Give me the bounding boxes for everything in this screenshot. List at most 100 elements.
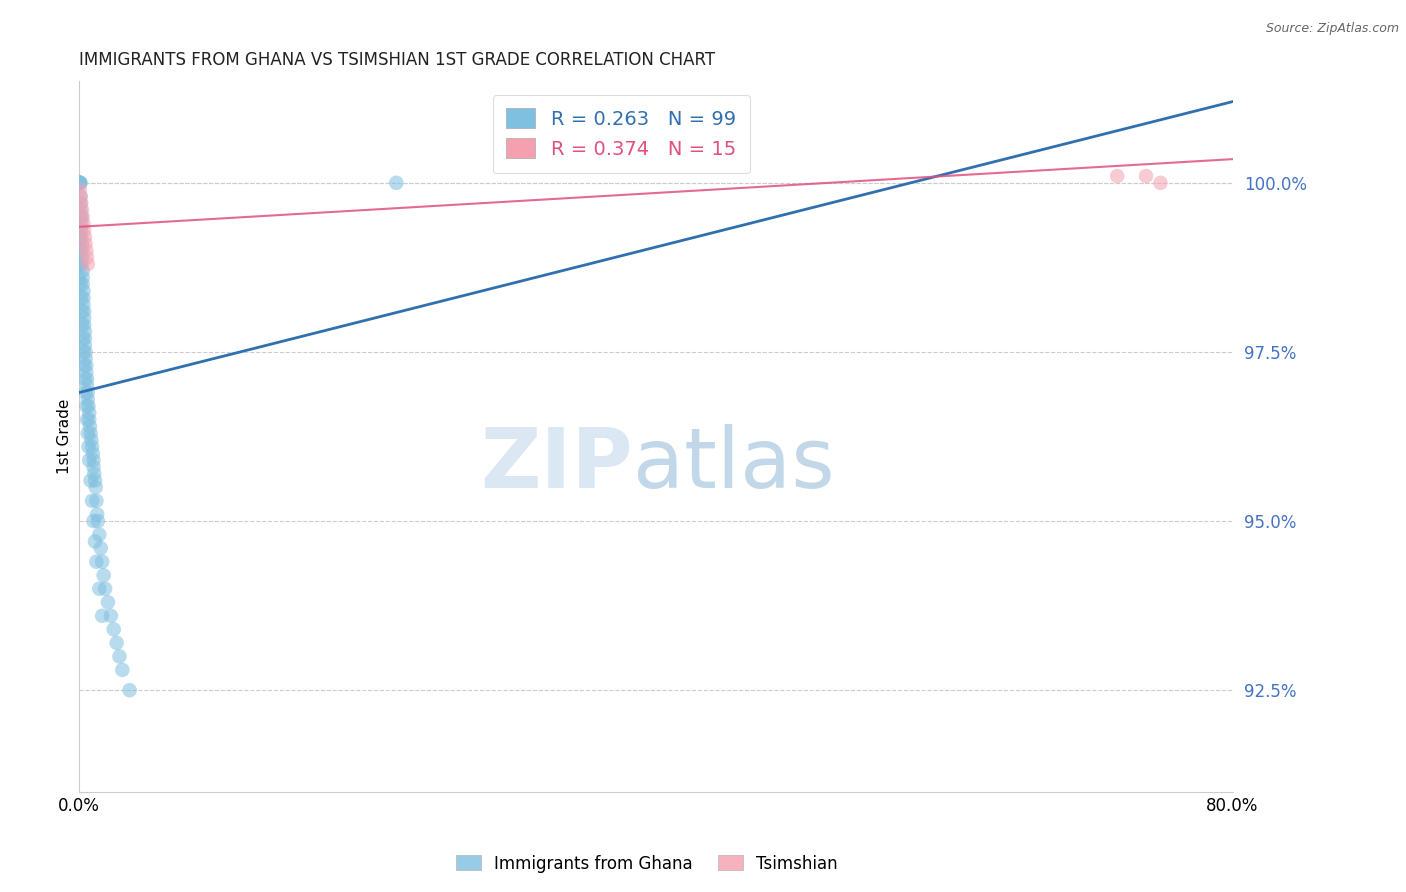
Point xyxy=(89,582,111,596)
Point xyxy=(76,372,98,386)
Point xyxy=(69,223,91,237)
Point xyxy=(86,508,108,522)
Point xyxy=(73,338,96,352)
Point xyxy=(1135,169,1157,183)
Point xyxy=(80,433,103,447)
Point xyxy=(72,297,94,311)
Point xyxy=(87,514,110,528)
Legend: Immigrants from Ghana, Tsimshian: Immigrants from Ghana, Tsimshian xyxy=(449,848,845,880)
Point xyxy=(69,277,91,292)
Point xyxy=(69,189,91,203)
Point xyxy=(86,555,108,569)
Point xyxy=(72,210,94,224)
Point xyxy=(69,257,91,271)
Point xyxy=(1149,176,1171,190)
Point xyxy=(70,244,93,258)
Point xyxy=(73,372,96,386)
Point xyxy=(77,412,100,426)
Point xyxy=(82,446,104,460)
Point xyxy=(89,527,111,541)
Point xyxy=(73,304,96,318)
Point xyxy=(1107,169,1129,183)
Point xyxy=(70,196,93,211)
Point xyxy=(93,568,115,582)
Point xyxy=(67,176,90,190)
Point xyxy=(70,216,93,230)
Point xyxy=(75,244,97,258)
Y-axis label: 1st Grade: 1st Grade xyxy=(58,399,72,475)
Point xyxy=(75,351,97,366)
Point xyxy=(385,176,408,190)
Point xyxy=(84,480,107,494)
Point xyxy=(67,270,90,285)
Point xyxy=(94,582,117,596)
Point xyxy=(73,311,96,326)
Point xyxy=(67,176,90,190)
Point xyxy=(108,649,131,664)
Point xyxy=(72,270,94,285)
Text: atlas: atlas xyxy=(633,425,835,506)
Point xyxy=(76,257,98,271)
Point xyxy=(67,244,90,258)
Point xyxy=(83,460,105,475)
Point xyxy=(73,325,96,339)
Point xyxy=(69,189,91,203)
Point xyxy=(79,474,101,488)
Point xyxy=(77,453,100,467)
Point xyxy=(75,359,97,373)
Point xyxy=(72,284,94,298)
Text: ZIP: ZIP xyxy=(481,425,633,506)
Point xyxy=(69,176,91,190)
Point xyxy=(69,196,91,211)
Point xyxy=(73,331,96,345)
Point xyxy=(105,636,128,650)
Point xyxy=(69,236,91,251)
Point xyxy=(76,378,98,392)
Point xyxy=(97,595,120,609)
Point xyxy=(77,399,100,413)
Point xyxy=(103,623,125,637)
Point xyxy=(70,257,93,271)
Point xyxy=(76,385,98,400)
Point xyxy=(69,176,91,190)
Point xyxy=(75,385,97,400)
Point xyxy=(83,514,105,528)
Point xyxy=(67,176,90,190)
Point xyxy=(90,541,112,556)
Point xyxy=(84,534,107,549)
Point xyxy=(91,555,114,569)
Point xyxy=(70,210,93,224)
Point xyxy=(86,493,108,508)
Legend: R = 0.263   N = 99, R = 0.374   N = 15: R = 0.263 N = 99, R = 0.374 N = 15 xyxy=(492,95,749,173)
Point xyxy=(79,426,101,441)
Point xyxy=(70,250,93,264)
Point xyxy=(75,345,97,359)
Point xyxy=(70,223,93,237)
Point xyxy=(76,250,98,264)
Point xyxy=(83,467,105,481)
Point xyxy=(73,359,96,373)
Point xyxy=(100,608,122,623)
Point xyxy=(70,318,93,332)
Point xyxy=(72,331,94,345)
Point xyxy=(70,236,93,251)
Point xyxy=(82,493,104,508)
Point xyxy=(118,683,141,698)
Point xyxy=(72,277,94,292)
Point xyxy=(73,230,96,244)
Point xyxy=(69,202,91,217)
Point xyxy=(77,440,100,454)
Point xyxy=(70,304,93,318)
Point xyxy=(70,202,93,217)
Point xyxy=(70,230,93,244)
Point xyxy=(84,474,107,488)
Point xyxy=(73,223,96,237)
Point xyxy=(79,419,101,434)
Point xyxy=(75,399,97,413)
Point xyxy=(69,210,91,224)
Point xyxy=(72,264,94,278)
Point xyxy=(69,176,91,190)
Point xyxy=(75,236,97,251)
Point xyxy=(91,608,114,623)
Point xyxy=(76,426,98,441)
